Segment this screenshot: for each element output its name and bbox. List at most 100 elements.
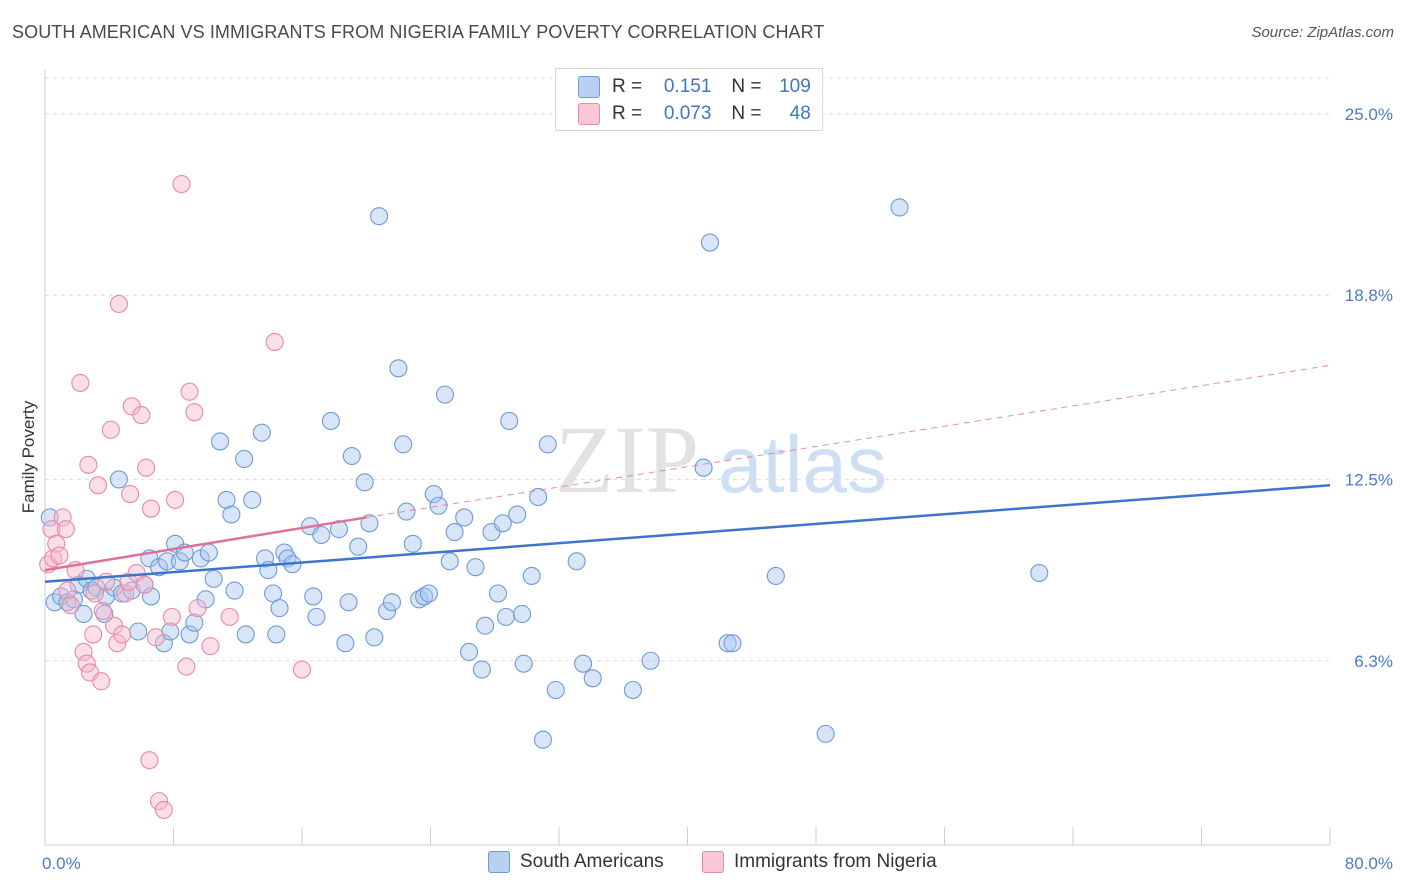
bottom-legend-immigrants-from-nigeria: Immigrants from Nigeria	[702, 851, 937, 873]
data-point-immigrants-from-nigeria	[92, 672, 111, 691]
data-point-south-americans	[440, 552, 459, 571]
data-point-immigrants-from-nigeria	[141, 499, 161, 518]
data-point-south-americans	[180, 625, 199, 644]
data-point-immigrants-from-nigeria	[85, 584, 104, 603]
data-point-south-americans	[236, 625, 255, 644]
data-point-south-americans	[329, 520, 348, 539]
data-point-south-americans	[567, 552, 586, 571]
tick-labels: 6.3% 12.5% 18.8% 25.0% 0.0% 80.0%	[42, 105, 1393, 873]
data-point-south-americans	[694, 458, 713, 477]
data-point-south-americans	[410, 590, 429, 609]
data-point-south-americans	[472, 660, 491, 679]
data-point-south-americans	[312, 525, 331, 545]
data-point-south-americans	[445, 523, 464, 542]
bottom-legend-label: Immigrants from Nigeria	[734, 851, 937, 872]
data-point-immigrants-from-nigeria	[56, 520, 75, 539]
data-point-south-americans	[538, 435, 557, 454]
data-point-south-americans	[211, 432, 230, 451]
legend-row-south-americans: R = 0.151 N = 109	[578, 75, 811, 99]
data-point-south-americans	[513, 604, 532, 624]
data-point-south-americans	[424, 485, 443, 504]
data-point-south-americans	[493, 514, 512, 533]
legend-row-immigrants-from-nigeria: R = 0.073 N = 48	[578, 102, 811, 126]
data-point-south-americans	[304, 587, 323, 606]
legend-n-value: 48	[789, 103, 811, 124]
bottom-legend-swatch-blue	[488, 851, 510, 873]
data-point-south-americans	[890, 198, 909, 217]
data-point-south-americans	[270, 599, 289, 618]
data-point-immigrants-from-nigeria	[265, 332, 284, 352]
data-point-south-americans	[718, 634, 737, 653]
data-point-south-americans	[476, 616, 495, 635]
source-label: Source: ZipAtlas.com	[1251, 24, 1394, 41]
legend-n-value: 109	[779, 76, 811, 97]
legend-n-label: N =	[731, 76, 762, 97]
data-point-south-americans	[394, 435, 413, 454]
data-point-immigrants-from-nigeria	[74, 642, 93, 662]
chart-title: SOUTH AMERICAN VS IMMIGRANTS FROM NIGERI…	[12, 22, 825, 42]
legend-swatch-pink	[578, 103, 600, 125]
data-point-south-americans	[533, 730, 552, 749]
data-point-immigrants-from-nigeria	[84, 625, 103, 644]
data-point-south-americans	[349, 537, 368, 556]
legend-r-label: R =	[612, 76, 643, 97]
data-point-immigrants-from-nigeria	[180, 382, 199, 401]
trend-extension-immigrants-from-nigeria	[366, 364, 1331, 518]
bottom-legend-swatch-pink	[702, 851, 724, 873]
data-point-immigrants-from-nigeria	[292, 660, 312, 679]
bottom-legend: South Americans Immigrants from Nigeria	[0, 851, 1406, 877]
data-point-immigrants-from-nigeria	[50, 546, 69, 565]
data-point-south-americans	[623, 680, 642, 700]
data-point-south-americans	[243, 490, 262, 509]
data-point-south-americans	[455, 508, 474, 527]
data-point-south-americans	[389, 359, 408, 378]
x-tick-label: 80.0%	[1345, 854, 1393, 873]
data-point-south-americans	[488, 584, 508, 603]
data-point-south-americans	[466, 558, 485, 577]
series-immigrants-from-nigeria	[39, 175, 312, 819]
data-point-south-americans	[158, 552, 177, 571]
data-point-immigrants-from-nigeria	[166, 490, 185, 509]
data-point-immigrants-from-nigeria	[116, 584, 135, 603]
data-point-south-americans	[429, 496, 448, 515]
data-point-south-americans	[109, 470, 128, 489]
data-point-south-americans	[185, 613, 204, 632]
data-point-south-americans	[459, 642, 479, 662]
data-point-immigrants-from-nigeria	[220, 607, 239, 626]
data-point-immigrants-from-nigeria	[146, 628, 165, 647]
y-tick-label: 25.0%	[1345, 105, 1393, 124]
data-point-immigrants-from-nigeria	[177, 657, 196, 676]
y-axis-title: Family Poverty	[19, 400, 38, 513]
y-tick-label: 18.8%	[1345, 286, 1393, 305]
data-point-south-americans	[355, 473, 374, 492]
data-point-south-americans	[256, 549, 275, 568]
data-point-south-americans	[1030, 563, 1049, 583]
data-point-immigrants-from-nigeria	[113, 625, 132, 644]
data-point-south-americans	[546, 680, 565, 700]
grid-lines	[45, 77, 1330, 662]
data-point-south-americans	[321, 411, 340, 430]
watermark-atlas: atlas	[718, 420, 887, 509]
data-point-south-americans	[415, 587, 434, 606]
data-point-south-americans	[336, 634, 355, 653]
legend-r-value: 0.073	[663, 103, 712, 124]
data-point-south-americans	[307, 607, 326, 626]
data-point-immigrants-from-nigeria	[79, 455, 98, 474]
data-point-south-americans	[95, 604, 114, 624]
data-point-south-americans	[129, 622, 148, 641]
data-point-south-americans	[370, 207, 389, 226]
data-point-immigrants-from-nigeria	[162, 607, 181, 626]
data-point-south-americans	[500, 411, 519, 430]
data-point-immigrants-from-nigeria	[121, 485, 140, 504]
data-point-south-americans	[141, 587, 161, 606]
data-point-south-americans	[342, 446, 361, 466]
data-point-south-americans	[378, 601, 397, 621]
data-point-south-americans	[419, 584, 438, 603]
watermark: ZIP atlas	[555, 406, 887, 513]
data-point-immigrants-from-nigeria	[101, 420, 120, 439]
data-point-south-americans	[225, 581, 244, 600]
data-point-south-americans	[522, 566, 541, 585]
data-point-immigrants-from-nigeria	[42, 520, 61, 539]
data-point-south-americans	[382, 593, 402, 612]
data-point-immigrants-from-nigeria	[109, 294, 128, 314]
